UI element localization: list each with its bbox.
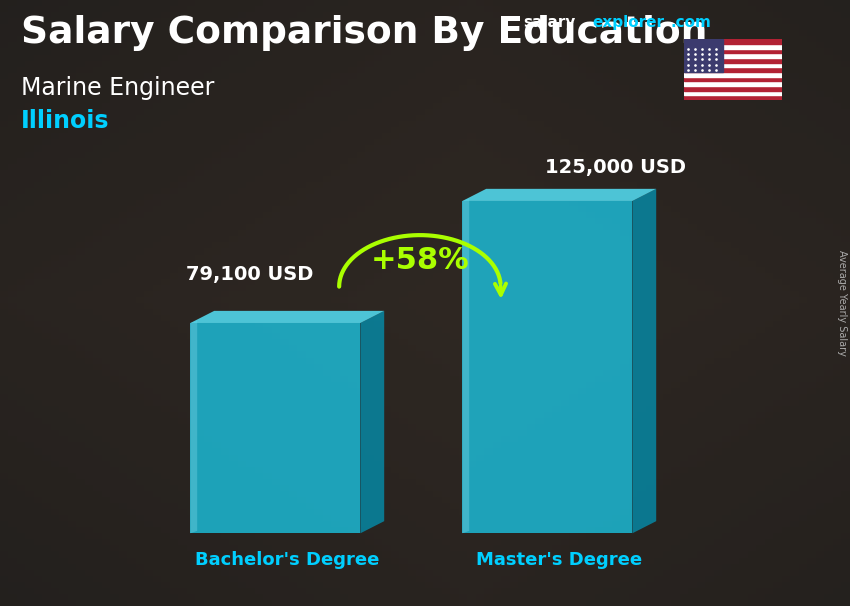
Bar — [684, 58, 782, 62]
Bar — [684, 86, 782, 91]
Text: salary: salary — [523, 15, 575, 30]
Bar — [684, 48, 782, 53]
Text: .com: .com — [671, 15, 711, 30]
Text: Illinois: Illinois — [21, 109, 110, 133]
Bar — [684, 91, 782, 95]
Text: 79,100 USD: 79,100 USD — [186, 265, 314, 284]
Bar — [684, 81, 782, 86]
Bar — [684, 53, 782, 58]
Text: 125,000 USD: 125,000 USD — [545, 158, 686, 177]
Bar — [684, 67, 782, 72]
Polygon shape — [360, 311, 384, 533]
Polygon shape — [190, 321, 197, 533]
Bar — [684, 77, 782, 81]
Text: +58%: +58% — [371, 247, 469, 275]
Text: explorer: explorer — [592, 15, 665, 30]
Text: Salary Comparison By Education: Salary Comparison By Education — [21, 15, 707, 51]
Polygon shape — [190, 323, 360, 533]
Bar — [684, 39, 782, 44]
Bar — [684, 95, 782, 100]
Text: Marine Engineer: Marine Engineer — [21, 76, 214, 100]
Bar — [684, 72, 782, 77]
Polygon shape — [462, 189, 656, 201]
Bar — [684, 39, 723, 72]
Polygon shape — [632, 189, 656, 533]
Polygon shape — [190, 311, 384, 323]
Polygon shape — [462, 199, 469, 533]
Text: Master's Degree: Master's Degree — [476, 551, 643, 570]
Text: Average Yearly Salary: Average Yearly Salary — [837, 250, 847, 356]
Polygon shape — [462, 201, 632, 533]
Bar — [684, 44, 782, 48]
Bar — [684, 62, 782, 67]
Text: Bachelor's Degree: Bachelor's Degree — [196, 551, 379, 570]
